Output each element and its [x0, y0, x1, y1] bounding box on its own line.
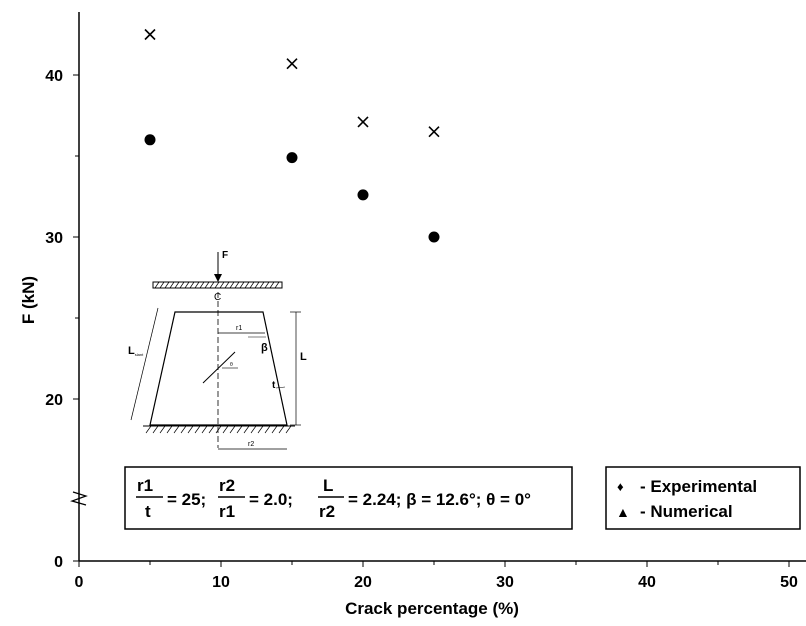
- force-arrowhead-icon: [214, 274, 222, 282]
- y-tick-label: 30: [45, 230, 63, 247]
- param-t-den: t: [145, 502, 151, 521]
- x-tick-label: 30: [496, 574, 514, 591]
- param-eq-25: = 25;: [167, 490, 206, 509]
- x-marker-stroke: [357, 116, 369, 128]
- param-r2-num-main: r: [219, 476, 226, 495]
- y-axis-title: F (kN): [19, 276, 38, 324]
- param-r1-num-main: r: [137, 476, 144, 495]
- beta-label: β: [261, 342, 268, 354]
- x-tick-label: 10: [212, 574, 230, 591]
- slant-length-label-main: L: [128, 345, 135, 357]
- param-r2-num-sub: 2: [226, 476, 235, 495]
- t-label: t: [272, 380, 276, 391]
- param-r1-den-sub: 1: [226, 502, 235, 521]
- data-marks: [144, 28, 440, 243]
- param-r1-num: r1: [137, 476, 153, 495]
- data-point-x: [428, 126, 440, 138]
- legend-symbol-experimental-icon: ♦: [617, 479, 624, 494]
- data-point-x: [144, 28, 156, 41]
- t-leader: [275, 386, 286, 389]
- x-marker-stroke: [286, 58, 298, 70]
- data-point-circle: [144, 134, 156, 146]
- x-tick-label: 20: [354, 574, 372, 591]
- param-L-num: L: [323, 476, 333, 495]
- legend-symbol-numerical-icon: ▲: [616, 504, 630, 520]
- force-label: F: [222, 250, 228, 261]
- loading-plate-hatch: [154, 281, 280, 289]
- param-eq-2: = 2.0;: [249, 490, 293, 509]
- legend: ♦ - Experimental ▲ - Numerical: [605, 466, 801, 530]
- data-point-x: [286, 58, 298, 70]
- L-label: L: [300, 351, 307, 363]
- inset-diagram: F C r1 β θ L t Lslant r2: [128, 250, 307, 450]
- legend-label-numerical: - Numerical: [640, 502, 733, 521]
- data-point-circle: [357, 189, 369, 201]
- y-tick-label: 40: [45, 68, 63, 85]
- x-tick-label: 0: [75, 574, 84, 591]
- data-point-circle: [428, 231, 440, 243]
- param-r1-num-sub: 1: [144, 476, 153, 495]
- param-r2-den-sub: 2: [326, 502, 335, 521]
- param-rest: = 2.24; β = 12.6°; θ = 0°: [348, 490, 531, 509]
- r1-label: r1: [236, 325, 242, 332]
- crack-line: [202, 351, 236, 384]
- legend-frame: [605, 466, 801, 530]
- param-r2-num: r2: [219, 476, 235, 495]
- x-axis-title: Crack percentage (%): [345, 599, 519, 618]
- x-ticks: 0 10 20 30 40 50: [75, 561, 798, 591]
- param-r2-den: r2: [319, 502, 335, 521]
- slant-length-label: Lslant: [128, 345, 144, 357]
- param-r1-den-main: r: [219, 502, 226, 521]
- x-marker-stroke: [428, 126, 440, 138]
- frustum-outline: [149, 311, 288, 426]
- parameter-box-frame: [124, 466, 573, 530]
- x-marker-stroke: [144, 28, 156, 41]
- theta-label: θ: [230, 362, 233, 368]
- axis-break-icon: [70, 491, 88, 506]
- param-r2-den-main: r: [319, 502, 326, 521]
- data-point-circle: [286, 152, 298, 164]
- loading-plate: [152, 281, 283, 289]
- r2-label: r2: [248, 441, 254, 448]
- y-tick-label: 20: [45, 392, 63, 409]
- slant-dimension: [130, 307, 159, 421]
- legend-label-experimental: - Experimental: [640, 477, 757, 496]
- y-tick-label: 0: [54, 554, 63, 571]
- param-r1-den: r1: [219, 502, 235, 521]
- x-tick-label: 40: [638, 574, 656, 591]
- y-ticks: 0 20 30 40: [45, 68, 79, 571]
- slant-length-label-sub: slant: [135, 352, 144, 357]
- parameter-box: r1 t = 25; r2 r1 = 2.0; L r2 = 2.24; β =…: [124, 466, 573, 530]
- data-point-x: [357, 116, 369, 128]
- x-tick-label: 50: [780, 574, 798, 591]
- ground-hatch: [145, 425, 292, 434]
